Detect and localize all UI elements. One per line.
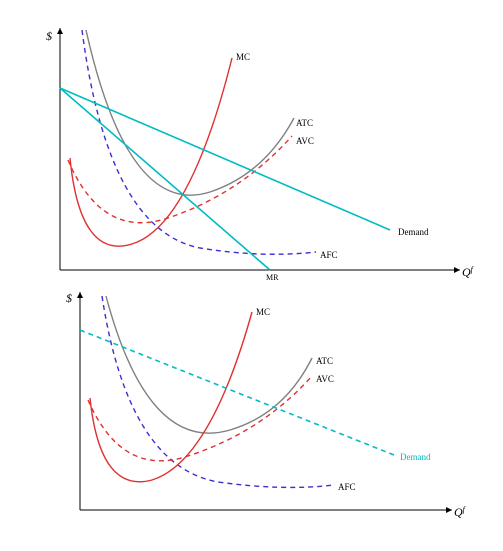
- bottom-y-axis-label: $: [66, 291, 72, 305]
- bottom-avc-curve: [88, 376, 312, 461]
- panel-top: $ Qf AFC ATC AVC MC Demand MR: [46, 28, 475, 282]
- top-avc-curve: [68, 136, 292, 223]
- bottom-afc-label: AFC: [338, 482, 356, 492]
- top-mr-label: MR: [266, 273, 279, 282]
- bottom-x-axis-label: Qf: [454, 505, 467, 519]
- bottom-avc-label: AVC: [316, 374, 334, 384]
- bottom-mc-label: MC: [256, 307, 270, 317]
- top-afc-curve: [82, 30, 316, 254]
- top-x-axis-label: Qf: [462, 265, 475, 279]
- top-y-axis-label: $: [46, 29, 52, 43]
- top-atc-label: ATC: [296, 118, 313, 128]
- bottom-atc-label: ATC: [316, 356, 333, 366]
- bottom-mc-curve: [90, 312, 252, 482]
- top-afc-label: AFC: [320, 250, 338, 260]
- top-demand-curve: [60, 88, 390, 230]
- bottom-afc-curve: [102, 296, 334, 487]
- top-avc-label: AVC: [296, 136, 314, 146]
- bottom-atc-curve: [106, 296, 312, 433]
- top-mc-label: MC: [236, 52, 250, 62]
- top-demand-label: Demand: [398, 227, 429, 237]
- panel-bottom: $ Qf AFC ATC AVC MC Demand: [66, 291, 467, 519]
- bottom-demand-label: Demand: [400, 452, 431, 462]
